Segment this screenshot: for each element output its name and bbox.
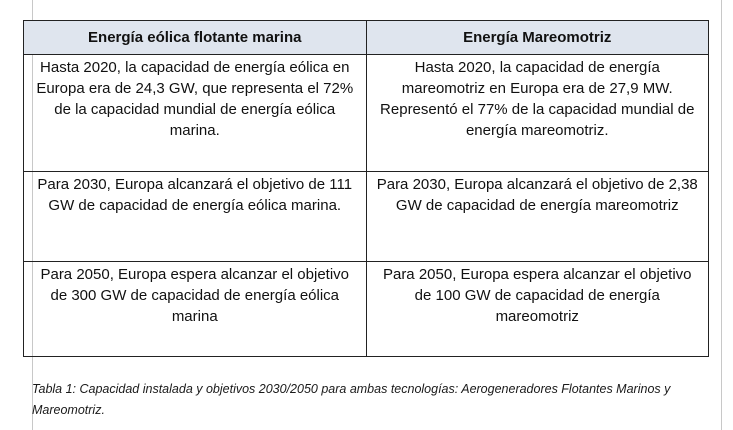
header-offshore-wind: Energía eólica flotante marina — [23, 20, 367, 55]
table-caption: Tabla 1: Capacidad instalada y objetivos… — [32, 382, 671, 417]
table-cell: Para 2030, Europa alcanzará el objetivo … — [23, 171, 367, 262]
table-row: Para 2050, Europa espera alcanzar el obj… — [23, 261, 709, 357]
table-cell: Para 2030, Europa alcanzará el objetivo … — [365, 171, 709, 262]
table-header-row: Energía eólica flotante marina Energía M… — [23, 20, 709, 55]
page-margin-right — [721, 0, 722, 430]
table-cell: Hasta 2020, la capacidad de energía eóli… — [23, 54, 367, 172]
table-cell: Para 2050, Europa espera alcanzar el obj… — [365, 261, 709, 357]
table-cell: Hasta 2020, la capacidad de energía mare… — [365, 54, 709, 172]
table-cell: Para 2050, Europa espera alcanzar el obj… — [23, 261, 367, 357]
comparison-table: Energía eólica flotante marina Energía M… — [23, 20, 709, 357]
table-row: Hasta 2020, la capacidad de energía eóli… — [23, 54, 709, 172]
header-tidal: Energía Mareomotriz — [365, 20, 709, 55]
table-row: Para 2030, Europa alcanzará el objetivo … — [23, 171, 709, 262]
